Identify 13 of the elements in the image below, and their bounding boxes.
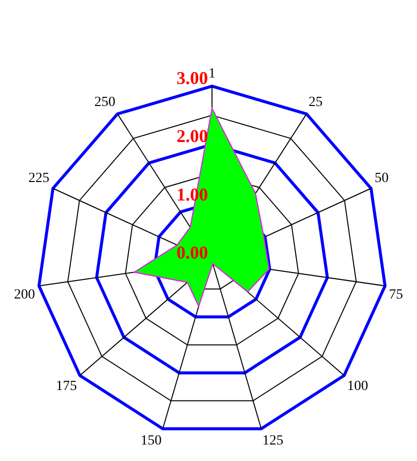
spoke-label: 150 (140, 434, 162, 449)
spoke-label: 100 (347, 379, 368, 394)
spoke-label: 175 (56, 379, 77, 394)
spoke-label: 200 (14, 288, 35, 303)
spoke-label: 125 (262, 434, 284, 449)
spoke-label: 1 (208, 66, 216, 82)
y-tick-label: 0.00 (176, 242, 208, 263)
spoke-label: 250 (94, 94, 116, 110)
spoke-label: 50 (374, 170, 389, 186)
spoke-label: 25 (308, 94, 323, 110)
spoke-label: 75 (389, 288, 403, 303)
y-tick-label: 3.00 (176, 68, 208, 88)
spoke-label: 225 (28, 170, 50, 186)
